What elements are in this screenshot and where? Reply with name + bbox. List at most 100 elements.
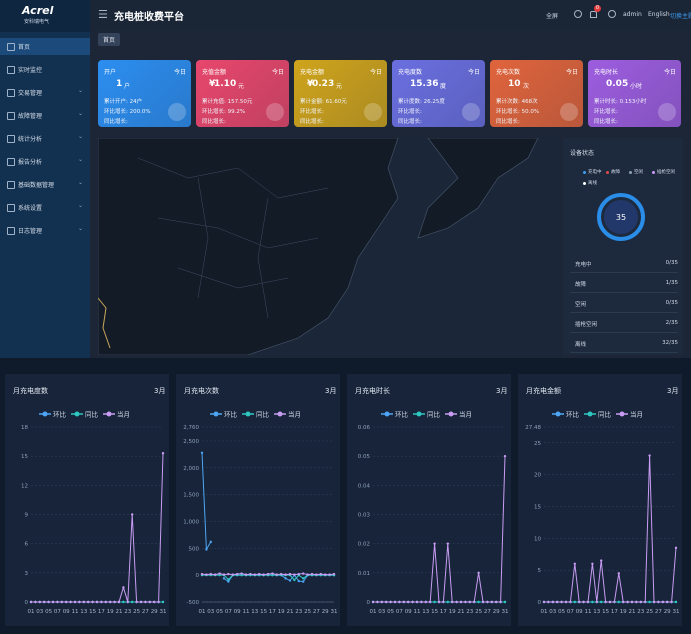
data-point: [328, 573, 331, 576]
menu-arrow: ⌄: [78, 202, 84, 209]
user[interactable]: admin: [623, 11, 642, 18]
menu-item[interactable]: 故障管理: [18, 113, 43, 120]
header-title: 充电桩收费平台: [114, 12, 184, 23]
data-point: [131, 600, 134, 604]
card-title: 充值金额: [202, 69, 227, 76]
menu-item[interactable]: 系统设置: [18, 205, 43, 212]
data-point: [657, 600, 660, 604]
menu-item[interactable]: 实时监控: [18, 67, 43, 74]
icon[interactable]: [574, 10, 582, 18]
data-point: [34, 600, 37, 604]
menu-item[interactable]: 交易管理: [18, 90, 43, 97]
menu-item[interactable]: 日志管理: [18, 228, 43, 235]
land: [417, 138, 539, 239]
y-tick-label: 2,760: [183, 425, 199, 431]
data-point: [126, 600, 129, 604]
legend-dot: [606, 171, 609, 174]
data-point: [481, 600, 485, 604]
menu-item[interactable]: 报告分析: [18, 159, 43, 166]
menu-item[interactable]: 基础数据管理: [18, 182, 55, 189]
x-tick-label: 13: [593, 609, 600, 615]
line-chart: 环比 同比 当月 0 0.01 0.02 0.03 0.04 0.05 0.06 01 03 05 07 0…: [358, 410, 509, 616]
card-value: 10: [508, 79, 521, 89]
legend-dot: [583, 171, 586, 174]
data-point: [455, 600, 458, 604]
y-tick-label: 9: [25, 513, 29, 519]
data-point: [240, 572, 243, 575]
data-point: [78, 600, 81, 604]
menu-icon: [7, 204, 15, 212]
menu-icon[interactable]: ☰: [98, 8, 108, 21]
card-icon: [658, 103, 676, 121]
x-tick-label: 23: [466, 609, 473, 615]
data-point: [324, 573, 327, 576]
x-tick-label: 29: [493, 609, 500, 615]
card-period: 今日: [174, 69, 187, 76]
data-point: [200, 451, 204, 454]
data-point: [236, 572, 239, 576]
data-point: [122, 600, 125, 604]
kpi-card: [98, 60, 191, 127]
data-point: [227, 578, 230, 581]
data-point: [670, 600, 673, 604]
data-point: [69, 600, 72, 604]
logo-sub: 安科瑞电气: [24, 19, 50, 25]
data-point: [218, 572, 221, 575]
y-tick-label: 0.06: [358, 425, 371, 431]
fullscreen[interactable]: 全屏: [546, 13, 559, 20]
data-point: [477, 600, 480, 604]
card-icon: [364, 103, 382, 121]
data-point: [51, 600, 55, 604]
x-tick-label: 29: [664, 609, 671, 615]
legend-label: 环比: [224, 410, 238, 419]
x-tick-label: 19: [449, 609, 456, 615]
x-tick-label: 25: [646, 609, 653, 615]
x-tick-label: 11: [72, 609, 79, 615]
data-point: [595, 600, 598, 604]
x-tick-label: 11: [414, 609, 421, 615]
power[interactable]: [608, 10, 616, 18]
data-point: [302, 572, 305, 575]
card-line: 环比增长:: [300, 109, 324, 115]
data-point: [293, 573, 296, 576]
data-point: [82, 600, 86, 604]
lang[interactable]: English: [648, 11, 670, 18]
chart-period: 3月: [154, 387, 166, 395]
data-point: [600, 559, 603, 562]
device-legend: 离线: [588, 181, 597, 186]
card-value: 0.05: [606, 79, 629, 89]
data-point: [652, 600, 656, 604]
chart-title: 月充电金额: [526, 387, 561, 395]
tab[interactable]: 首页: [98, 33, 121, 46]
chart-panel: [176, 374, 340, 626]
data-point: [551, 600, 554, 604]
card-icon: [560, 103, 578, 121]
data-point: [38, 600, 41, 604]
x-tick-label: 23: [295, 609, 302, 615]
menu-item[interactable]: 统计分析: [18, 136, 43, 143]
card-icon: [266, 103, 284, 121]
card-title: 充电金额: [300, 69, 325, 76]
badge: 0: [594, 5, 601, 12]
data-point: [161, 452, 165, 455]
x-tick-label: 27: [655, 609, 662, 615]
bell[interactable]: [590, 11, 597, 18]
data-point: [402, 600, 405, 604]
legend-marker: [277, 411, 283, 417]
chart-panel: [347, 374, 511, 626]
data-point: [486, 600, 489, 604]
device-panel: [563, 138, 683, 355]
kpi-card: [490, 60, 583, 127]
data-point: [161, 600, 165, 604]
card-line: 累计时长: 0.153小时: [594, 99, 647, 105]
menu-arrow: ⌄: [78, 156, 84, 163]
menu-item[interactable]: 首页: [18, 44, 31, 51]
kpi-card: [294, 60, 387, 127]
card-period: 今日: [272, 69, 285, 76]
card-line: 环比增长: 200.0%: [104, 109, 151, 115]
data-point: [573, 562, 576, 565]
menu-icon: [7, 227, 15, 235]
legend-label: 环比: [395, 410, 409, 419]
theme[interactable]: 切换主题: [670, 13, 691, 20]
x-tick-label: 09: [576, 609, 583, 615]
